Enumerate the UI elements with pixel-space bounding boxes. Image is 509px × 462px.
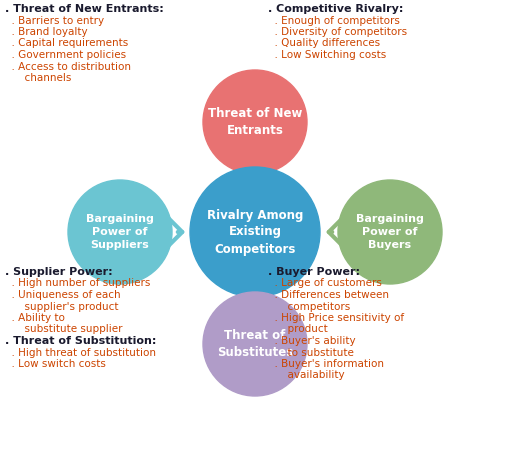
Text: . Access to distribution: . Access to distribution bbox=[5, 61, 131, 72]
Text: . Threat of New Entrants:: . Threat of New Entrants: bbox=[5, 4, 163, 14]
Text: . High number of suppliers: . High number of suppliers bbox=[5, 279, 150, 288]
Text: to substitute: to substitute bbox=[267, 347, 353, 358]
Text: . Buyer's ability: . Buyer's ability bbox=[267, 336, 355, 346]
Text: Rivalry Among
Existing
Competitors: Rivalry Among Existing Competitors bbox=[207, 208, 302, 255]
Text: . Ability to: . Ability to bbox=[5, 313, 65, 323]
Text: competitors: competitors bbox=[267, 302, 350, 311]
Text: . Barriers to entry: . Barriers to entry bbox=[5, 16, 104, 25]
Text: . Quality differences: . Quality differences bbox=[267, 38, 379, 49]
Text: . Differences between: . Differences between bbox=[267, 290, 388, 300]
Text: . Enough of competitors: . Enough of competitors bbox=[267, 16, 399, 25]
Text: . Government policies: . Government policies bbox=[5, 50, 126, 60]
Circle shape bbox=[203, 292, 306, 396]
Text: Threat of New
Entrants: Threat of New Entrants bbox=[207, 107, 302, 137]
Text: . Uniqueness of each: . Uniqueness of each bbox=[5, 290, 121, 300]
Text: . Competitive Rivalry:: . Competitive Rivalry: bbox=[267, 4, 403, 14]
Text: Threat of
Substitutes: Threat of Substitutes bbox=[216, 329, 293, 359]
Text: . Buyer's information: . Buyer's information bbox=[267, 359, 383, 369]
Text: channels: channels bbox=[5, 73, 71, 83]
Text: . Low switch costs: . Low switch costs bbox=[5, 359, 106, 369]
Text: Bargaining
Power of
Suppliers: Bargaining Power of Suppliers bbox=[86, 214, 154, 250]
Circle shape bbox=[337, 180, 441, 284]
Text: . Capital requirements: . Capital requirements bbox=[5, 38, 128, 49]
Text: supplier's product: supplier's product bbox=[5, 302, 118, 311]
Circle shape bbox=[203, 70, 306, 174]
Text: product: product bbox=[267, 324, 327, 334]
Text: . High Price sensitivity of: . High Price sensitivity of bbox=[267, 313, 403, 323]
Text: . Large of customers: . Large of customers bbox=[267, 279, 381, 288]
Text: . High threat of substitution: . High threat of substitution bbox=[5, 347, 156, 358]
Text: . Threat of Substitution:: . Threat of Substitution: bbox=[5, 336, 156, 346]
Text: . Supplier Power:: . Supplier Power: bbox=[5, 267, 112, 277]
Text: . Buyer Power:: . Buyer Power: bbox=[267, 267, 359, 277]
Text: Bargaining
Power of
Buyers: Bargaining Power of Buyers bbox=[355, 214, 423, 250]
Circle shape bbox=[190, 167, 319, 297]
Text: availability: availability bbox=[267, 371, 344, 381]
Text: . Brand loyalty: . Brand loyalty bbox=[5, 27, 88, 37]
Text: . Low Switching costs: . Low Switching costs bbox=[267, 50, 385, 60]
Text: . Diversity of competitors: . Diversity of competitors bbox=[267, 27, 406, 37]
Text: substitute supplier: substitute supplier bbox=[5, 324, 122, 334]
Circle shape bbox=[68, 180, 172, 284]
